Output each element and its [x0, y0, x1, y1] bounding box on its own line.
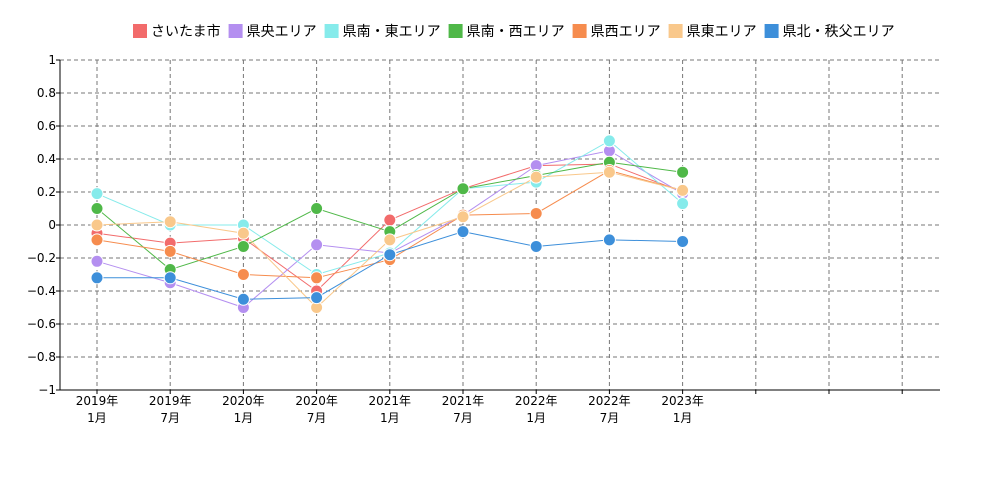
x-tick-label: 2023年 [661, 394, 704, 408]
x-tick-label: 2019年 [149, 394, 192, 408]
data-point [236, 268, 250, 281]
x-tick-label: 2020年 [295, 394, 338, 408]
x-tick-label: 1月 [526, 411, 546, 425]
data-point [456, 210, 470, 224]
data-point [529, 170, 543, 184]
data-point [529, 206, 543, 220]
y-tick-label: −0.4 [27, 284, 56, 298]
legend-swatch[interactable] [668, 24, 683, 38]
y-tick-label: 1 [48, 53, 56, 67]
x-tick-label: 7月 [307, 411, 327, 425]
legend-label: 県北・秩父エリア [783, 24, 895, 40]
y-tick-label: 0.8 [37, 86, 56, 100]
x-tick-label: 7月 [160, 411, 180, 425]
data-point [163, 271, 177, 285]
data-point [310, 202, 324, 215]
legend-label: 県南・東エリア [343, 24, 441, 40]
data-point [676, 235, 690, 248]
data-point [90, 202, 104, 215]
legend-label: さいたま市 [151, 23, 221, 40]
data-point [676, 165, 690, 179]
x-tick-label: 1月 [673, 411, 693, 425]
y-tick-label: 0 [48, 218, 56, 232]
x-tick-label: 2022年 [515, 394, 558, 408]
data-point [676, 197, 690, 211]
data-point [456, 182, 470, 196]
x-tick-label: 2021年 [369, 394, 412, 408]
data-point [602, 165, 616, 179]
x-tick-label: 1月 [87, 411, 107, 425]
legend-swatch[interactable] [324, 24, 339, 38]
legend-label: 県東エリア [687, 24, 757, 40]
x-tick-label: 2020年 [222, 394, 265, 408]
legend-swatch[interactable] [448, 24, 463, 38]
data-point [456, 225, 470, 239]
data-point [529, 239, 543, 253]
y-tick-label: 0.2 [37, 185, 56, 199]
x-tick-label: 2021年 [442, 394, 485, 408]
data-point [90, 233, 104, 247]
legend-swatch[interactable] [764, 24, 779, 38]
data-point [310, 238, 324, 252]
data-point [90, 187, 104, 201]
data-point [90, 218, 104, 232]
legend-label: 県西エリア [591, 24, 661, 40]
data-point [676, 183, 690, 197]
grid [60, 59, 940, 390]
y-tick-label: −0.2 [27, 251, 56, 265]
data-point [602, 233, 616, 247]
x-tick-label: 2022年 [588, 394, 631, 408]
data-point [602, 134, 616, 148]
data-point [163, 244, 177, 258]
data-point [310, 271, 324, 285]
x-tick-label: 7月 [453, 411, 473, 425]
x-tick-label: 1月 [234, 411, 254, 425]
axes: 1 0.8 0.6 0.4 0.2 0 −0.2 −0.4 −0.6 −0.8 −1 2019年 1月 2… [27, 53, 940, 425]
legend-swatch[interactable] [572, 24, 587, 38]
legend: さいたま市 県央エリア 県南・東エリア 県南・西エリア 県西エリア 県東エリア 県北・秩父エ… [133, 23, 895, 40]
y-tick-label: −0.8 [27, 350, 56, 364]
y-tick-label: −1 [38, 383, 56, 397]
data-point [383, 248, 397, 262]
data-point [163, 215, 177, 229]
x-tick-label: 2019年 [76, 394, 119, 408]
legend-label: 県南・西エリア [467, 24, 565, 40]
data-point [383, 233, 397, 247]
data-point [236, 239, 250, 253]
data-point [310, 291, 324, 305]
y-tick-label: 0.4 [37, 152, 56, 166]
data-point [90, 254, 104, 268]
legend-swatch[interactable] [228, 24, 243, 38]
legend-label: 県央エリア [247, 24, 317, 40]
series-layer [90, 134, 690, 314]
legend-swatch[interactable] [133, 24, 147, 38]
y-tick-label: 0.6 [37, 119, 56, 133]
data-point [236, 292, 250, 306]
data-point [236, 226, 250, 240]
x-tick-label: 7月 [600, 411, 620, 425]
data-point [383, 213, 397, 227]
data-point [90, 271, 104, 285]
x-tick-label: 1月 [380, 411, 400, 425]
y-tick-label: −0.6 [27, 317, 56, 331]
